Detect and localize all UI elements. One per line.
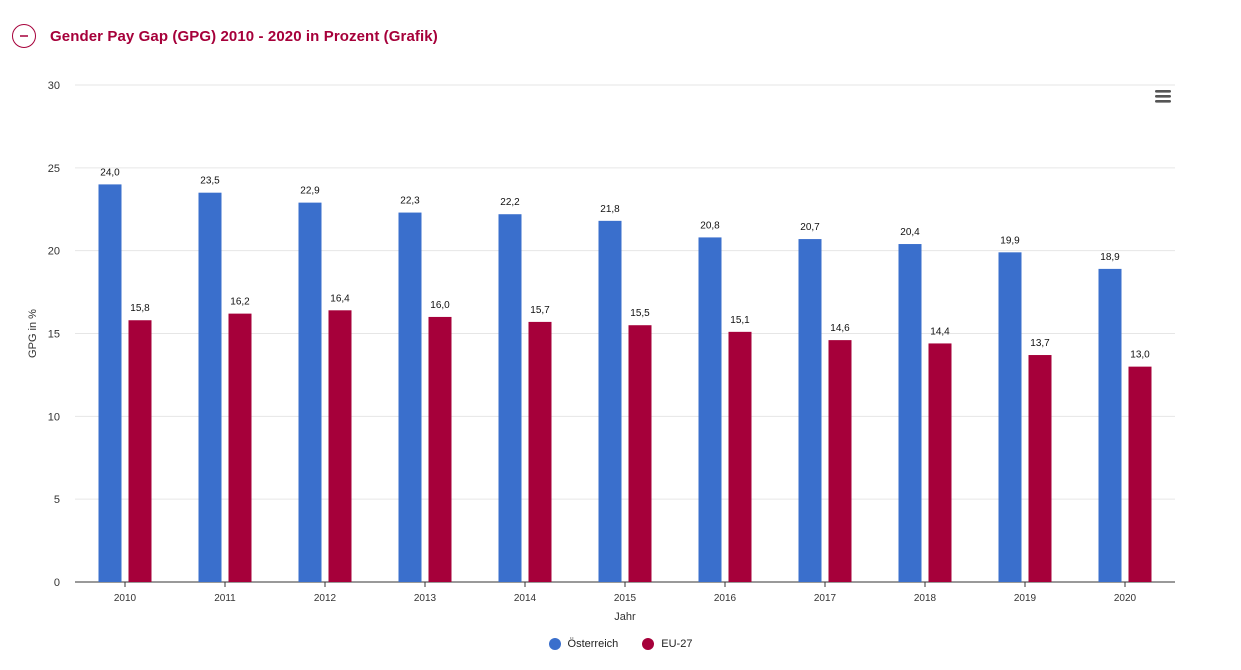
x-tick-label: 2019 <box>1014 593 1037 604</box>
bar-oesterreich-2011[interactable] <box>198 192 222 582</box>
data-label: 18,9 <box>1100 252 1120 263</box>
bar-eu27-2016[interactable] <box>728 331 752 582</box>
bar-oesterreich-2020[interactable] <box>1098 268 1122 582</box>
data-label: 16,0 <box>430 300 450 311</box>
bar-oesterreich-2017[interactable] <box>798 239 822 582</box>
bar-eu27-2018[interactable] <box>928 343 952 582</box>
hamburger-menu-icon <box>1155 90 1171 103</box>
chart-menu-button[interactable] <box>1153 88 1175 106</box>
data-label: 14,4 <box>930 326 950 337</box>
data-label: 15,1 <box>730 315 750 326</box>
x-axis-title: Jahr <box>614 611 636 623</box>
y-tick-label: 5 <box>54 494 60 506</box>
bar-eu27-2014[interactable] <box>528 321 552 582</box>
data-label: 13,0 <box>1130 350 1150 361</box>
bar-eu27-2020[interactable] <box>1128 366 1152 582</box>
data-label: 19,9 <box>1000 235 1020 246</box>
legend-marker-oesterreich <box>548 638 561 650</box>
bar-oesterreich-2019[interactable] <box>998 252 1022 582</box>
bar-oesterreich-2014[interactable] <box>498 214 522 582</box>
bar-oesterreich-2015[interactable] <box>598 220 622 582</box>
legend-marker-eu27 <box>642 638 655 650</box>
bar-oesterreich-2012[interactable] <box>298 202 322 582</box>
chart-header: Gender Pay Gap (GPG) 2010 - 2020 in Proz… <box>12 22 438 50</box>
legend-item-oesterreich[interactable]: Österreich <box>548 638 619 650</box>
x-tick-label: 2014 <box>514 593 537 604</box>
bar-eu27-2012[interactable] <box>328 310 352 582</box>
bar-eu27-2017[interactable] <box>828 340 852 582</box>
bar-eu27-2013[interactable] <box>428 316 452 582</box>
legend-label-eu27: EU-27 <box>661 638 693 650</box>
data-label: 13,7 <box>1030 338 1050 349</box>
data-label: 20,8 <box>700 220 720 231</box>
legend-label-oesterreich: Österreich <box>567 638 619 650</box>
data-label: 22,3 <box>400 196 420 207</box>
bar-oesterreich-2018[interactable] <box>898 244 922 583</box>
bar-eu27-2010[interactable] <box>128 320 152 582</box>
y-tick-label: 20 <box>48 246 60 258</box>
data-label: 23,5 <box>200 176 220 187</box>
y-tick-label: 10 <box>48 411 60 423</box>
data-label: 24,0 <box>100 167 120 178</box>
collapse-button[interactable] <box>12 24 36 48</box>
data-label: 14,6 <box>830 323 850 334</box>
chart-legend: Österreich EU-27 <box>0 638 1241 650</box>
bar-oesterreich-2010[interactable] <box>98 184 122 582</box>
x-tick-label: 2011 <box>214 593 236 604</box>
data-label: 16,2 <box>230 297 250 308</box>
data-label: 15,7 <box>530 305 550 316</box>
bar-eu27-2019[interactable] <box>1028 355 1052 582</box>
x-tick-label: 2020 <box>1114 593 1137 604</box>
data-label: 16,4 <box>330 293 350 304</box>
x-tick-label: 2012 <box>314 593 337 604</box>
y-tick-label: 25 <box>48 163 60 175</box>
data-label: 20,7 <box>800 222 820 233</box>
bar-oesterreich-2016[interactable] <box>698 237 722 582</box>
data-label: 15,5 <box>630 308 650 319</box>
x-tick-label: 2013 <box>414 593 437 604</box>
data-label: 15,8 <box>130 303 150 314</box>
bar-eu27-2011[interactable] <box>228 313 252 582</box>
x-tick-label: 2015 <box>614 593 637 604</box>
legend-item-eu27[interactable]: EU-27 <box>642 638 692 650</box>
data-label: 22,2 <box>500 197 520 208</box>
y-tick-label: 30 <box>48 80 60 92</box>
data-label: 20,4 <box>900 227 920 238</box>
y-tick-label: 15 <box>48 329 60 341</box>
y-axis-title: GPG in % <box>27 309 39 358</box>
bar-oesterreich-2013[interactable] <box>398 212 422 582</box>
x-tick-label: 2010 <box>114 593 137 604</box>
x-tick-label: 2017 <box>814 593 837 604</box>
bar-eu27-2015[interactable] <box>628 325 652 582</box>
x-tick-label: 2016 <box>714 593 737 604</box>
data-label: 22,9 <box>300 186 320 197</box>
x-tick-label: 2018 <box>914 593 937 604</box>
bar-chart: 0 5 10 15 20 25 30 24,0 15,8 2010 23,5 16,2 2011 22,9… <box>27 80 1175 623</box>
y-tick-label: 0 <box>54 577 60 589</box>
chart-title: Gender Pay Gap (GPG) 2010 - 2020 in Proz… <box>50 27 438 45</box>
data-label: 21,8 <box>600 204 620 215</box>
minus-icon <box>20 35 28 37</box>
